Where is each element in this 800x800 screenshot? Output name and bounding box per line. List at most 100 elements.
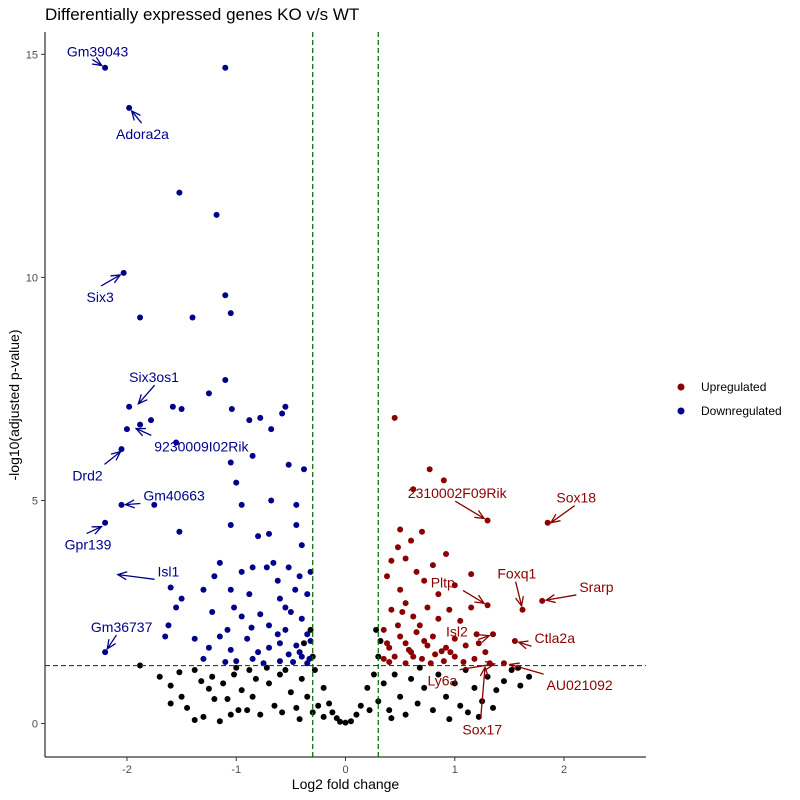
y-tick-label: 0 <box>32 719 38 731</box>
data-point-down <box>274 631 281 638</box>
data-point-down <box>191 635 198 642</box>
gene-label: Ly6a <box>427 673 457 689</box>
x-tick-label: 1 <box>452 764 458 776</box>
data-point-ns <box>191 716 198 723</box>
label-connector <box>546 594 577 601</box>
data-point-down <box>200 655 207 662</box>
data-point-up <box>421 577 428 584</box>
data-point-down <box>233 479 240 486</box>
data-point-ns <box>220 680 227 687</box>
data-point-down <box>137 314 144 321</box>
label-connector <box>550 505 576 524</box>
data-point-ns <box>320 684 327 691</box>
data-point-ns <box>391 671 398 678</box>
data-point-down <box>282 403 289 410</box>
data-point-up <box>443 551 450 557</box>
data-point-up <box>440 658 447 665</box>
data-point-up <box>460 658 467 665</box>
data-point-down <box>296 573 303 580</box>
data-point-ns <box>304 693 311 700</box>
gene-label: Sox17 <box>462 722 502 738</box>
data-point-ns <box>211 696 218 702</box>
data-point-ns <box>446 716 453 723</box>
data-point-ns <box>373 626 380 633</box>
data-point-down <box>118 501 125 508</box>
data-point-up <box>500 660 507 667</box>
data-point-ns <box>421 684 428 691</box>
data-point-down <box>263 564 270 571</box>
x-tick-label: -2 <box>122 764 132 776</box>
data-point-ns <box>249 693 256 700</box>
data-point-ns <box>235 707 242 714</box>
data-point-down <box>270 559 277 566</box>
gene-label: Gm39043 <box>67 44 129 60</box>
data-point-down <box>304 631 311 638</box>
data-point-ns <box>457 702 464 709</box>
data-point-ns <box>224 696 231 702</box>
gene-label: Srarp <box>579 579 613 595</box>
data-point-down <box>222 377 229 383</box>
data-point-ns <box>216 718 223 725</box>
data-point-ns <box>370 671 377 678</box>
data-point-up <box>429 633 436 640</box>
data-point-down <box>266 622 273 629</box>
data-point-down <box>205 390 212 397</box>
data-point-down <box>268 497 275 504</box>
data-point-ns <box>471 684 478 691</box>
data-point-ns <box>347 718 354 725</box>
data-point-ns <box>184 704 191 711</box>
data-point-down <box>176 528 183 535</box>
gene-label: Isl1 <box>158 563 180 579</box>
data-point-ns <box>238 687 245 694</box>
gene-label: Foxq1 <box>497 566 536 582</box>
data-point-down <box>287 609 294 615</box>
label-connector <box>480 667 486 719</box>
data-point-ns <box>357 702 364 709</box>
label-arrowhead <box>110 450 122 461</box>
label-arrowhead <box>474 594 486 605</box>
data-point-ns <box>388 715 395 722</box>
data-point-up <box>384 573 391 580</box>
data-point-ns <box>176 669 183 676</box>
data-point-up <box>402 640 409 647</box>
data-point-down <box>147 417 154 424</box>
data-point-up <box>451 653 458 660</box>
label-arrowhead <box>544 594 556 604</box>
label-arrowhead <box>484 660 497 670</box>
gene-label: Gpr139 <box>65 537 112 553</box>
data-point-down <box>293 501 300 508</box>
label-connector <box>104 451 121 465</box>
data-point-down <box>307 568 314 575</box>
data-point-up <box>402 660 409 667</box>
data-point-up <box>468 604 475 611</box>
data-point-down <box>282 626 289 633</box>
data-point-down <box>118 446 125 453</box>
x-axis-label: Log2 fold change <box>292 776 400 792</box>
data-point-down <box>290 658 297 665</box>
label-connector <box>135 427 152 436</box>
legend: Upregulated Downregulated <box>677 380 782 418</box>
gene-label: Sox18 <box>556 490 596 506</box>
data-point-down <box>248 624 255 631</box>
data-point-ns <box>198 678 205 685</box>
legend-key <box>677 407 685 415</box>
data-point-up <box>421 638 428 644</box>
data-point-down <box>296 649 303 656</box>
data-point-up <box>380 655 387 662</box>
data-point-down <box>205 644 212 651</box>
data-point-up <box>544 519 551 526</box>
data-point-ns <box>429 707 436 714</box>
data-point-down <box>189 314 196 321</box>
data-point-ns <box>200 713 207 720</box>
data-point-down <box>300 466 307 473</box>
data-point-up <box>457 617 464 624</box>
data-point-ns <box>252 675 259 682</box>
data-point-down <box>266 530 273 537</box>
data-point-ns <box>353 711 360 718</box>
data-point-ns <box>342 719 349 726</box>
label-connector <box>478 635 490 641</box>
data-point-down <box>268 426 275 433</box>
data-point-down <box>173 604 180 611</box>
data-point-down <box>178 595 185 602</box>
